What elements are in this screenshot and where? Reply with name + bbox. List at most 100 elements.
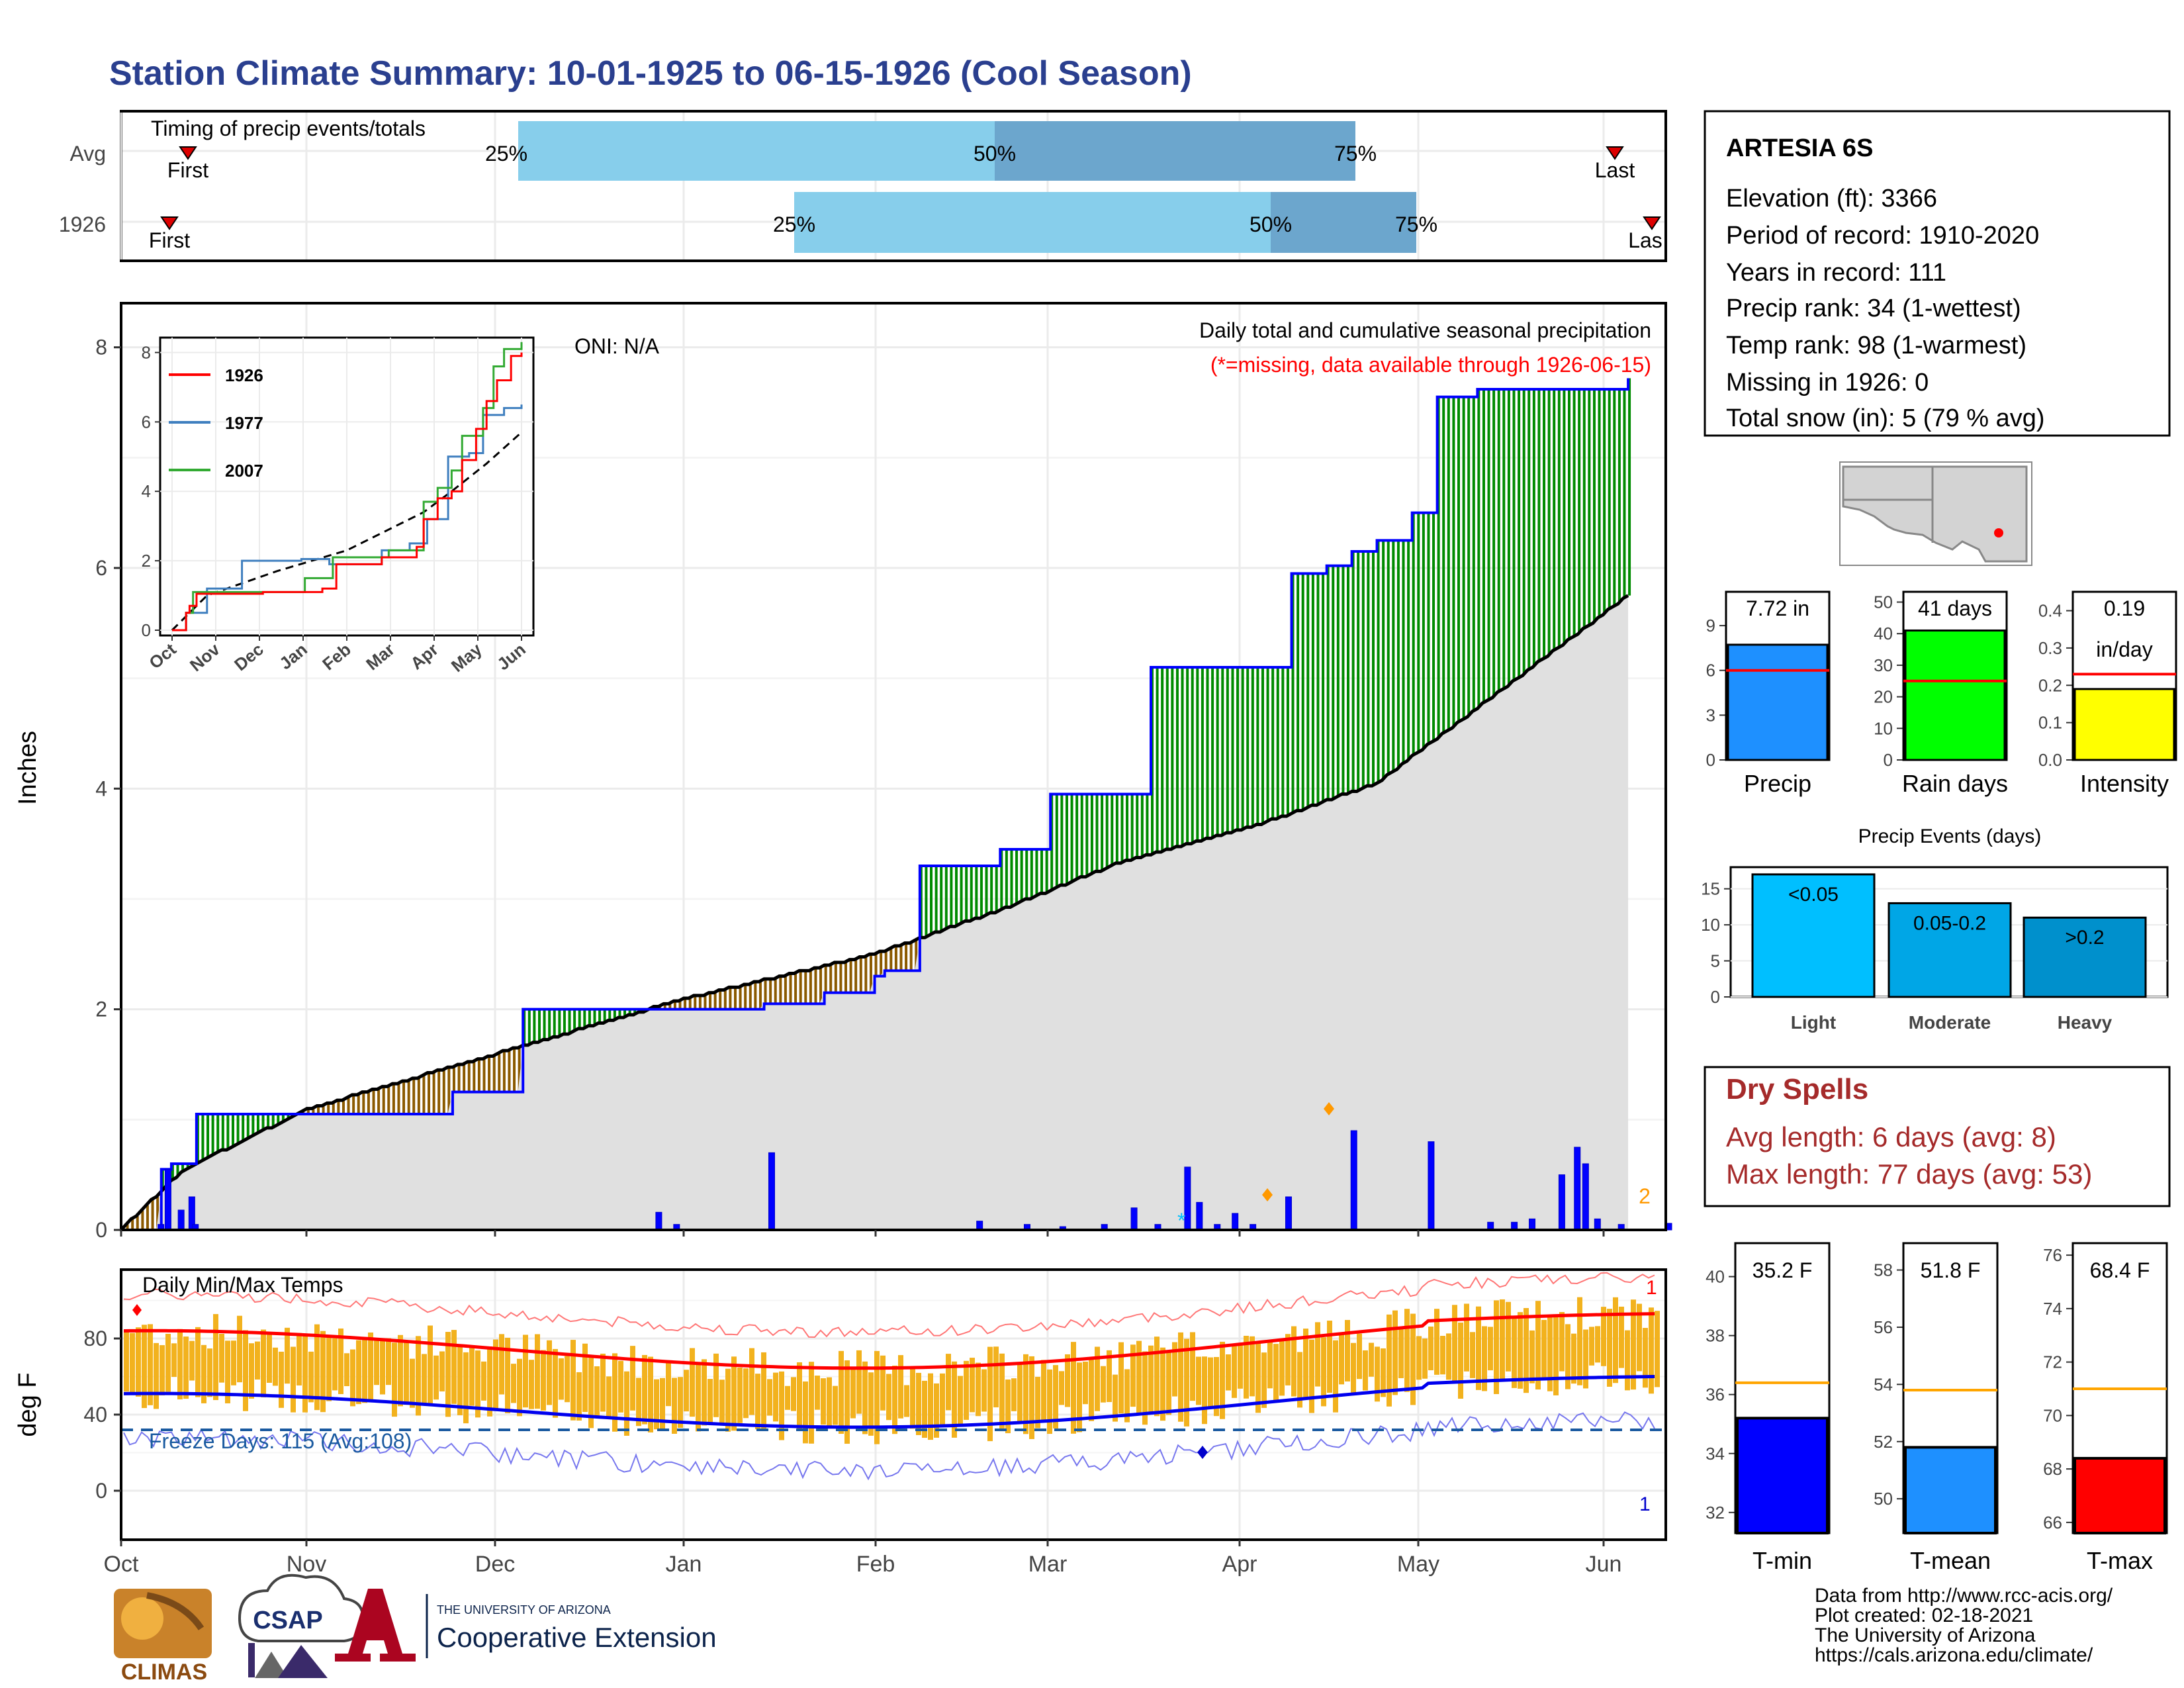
y-tick-label: 8 (95, 336, 107, 359)
temp-bar-tick-label: 74 (2043, 1299, 2062, 1319)
month-label: Jan (666, 1552, 702, 1577)
temp-bar (565, 1356, 570, 1403)
temp-bar-label: T-min (1752, 1547, 1812, 1574)
temp-bar (213, 1314, 218, 1401)
csap-text: CSAP (253, 1607, 323, 1634)
temp-bar (1178, 1332, 1183, 1422)
temp-bar (1398, 1327, 1404, 1378)
temp-bar (874, 1350, 880, 1444)
temp-title: Daily Min/Max Temps (142, 1273, 343, 1297)
legend-1977: 1977 (225, 413, 263, 433)
precip-missing-note: (*=missing, data available through 1926-… (1210, 353, 1651, 377)
temp-bar (1649, 1307, 1654, 1394)
cumulative-1926-line (121, 378, 1630, 1231)
temp-bar (1369, 1342, 1374, 1377)
temp-bar (1113, 1374, 1118, 1422)
temp-bar (1381, 1348, 1386, 1397)
info-precip-rank: Precip rank: 34 (1-wettest) (1726, 295, 2021, 322)
temp-bar (1023, 1354, 1028, 1434)
temp-bar (505, 1337, 510, 1413)
temp-bar (588, 1357, 594, 1429)
temp-bar (702, 1359, 707, 1426)
temp-bar (600, 1353, 606, 1412)
temp-bar (350, 1349, 355, 1407)
temp-bar (1619, 1306, 1624, 1368)
temp-bar (136, 1327, 141, 1397)
temp-bar (1291, 1326, 1297, 1397)
small-bar-tick-label: 3 (1706, 705, 1715, 725)
temp-bar (642, 1354, 647, 1425)
small-bar-tick-label: 6 (1706, 661, 1715, 680)
temp-bar (1273, 1344, 1279, 1401)
temp-bar (1464, 1303, 1469, 1372)
temp-bar (469, 1348, 475, 1406)
precip-ylabel: Inches (14, 731, 42, 805)
temp-bar-tick-label: 40 (1706, 1267, 1725, 1287)
temp-bar (422, 1354, 427, 1403)
temp-bar (868, 1372, 874, 1436)
temp-bar (1309, 1339, 1314, 1413)
temp-bar (1422, 1338, 1428, 1379)
temp-bar-tick-label: 36 (1706, 1385, 1725, 1405)
temp-bar (1101, 1366, 1106, 1403)
small-bar-tick-label: 40 (1874, 624, 1893, 643)
small-bar-tick-label: 0.2 (2038, 675, 2062, 695)
temp-bar (844, 1360, 850, 1444)
small-bar-tick-label: 0.0 (2038, 750, 2062, 770)
temp-bar-tick-label: 70 (2043, 1405, 2062, 1425)
small-bar-tick-label: 30 (1874, 655, 1893, 675)
temp-bar (767, 1379, 772, 1416)
temp-bar (1345, 1320, 1350, 1382)
temp-bar (1535, 1301, 1541, 1390)
temp-bottom-number: 1 (1639, 1493, 1651, 1515)
small-bar-value (2073, 688, 2175, 761)
record-high-line (123, 1272, 1655, 1338)
timing-1926-75: 75% (1395, 212, 1437, 236)
small-bar-tick-label: 20 (1874, 687, 1893, 707)
small-bar-tick-label: 0.1 (2038, 713, 2062, 733)
temp-bar (987, 1346, 993, 1442)
temp-bar (535, 1334, 540, 1409)
dry-spells-box: Dry Spells Avg length: 6 days (avg: 8) M… (1704, 1066, 2171, 1207)
temp-bar (755, 1374, 760, 1430)
temp-bar (1148, 1345, 1154, 1413)
precip-above-avg-area (161, 378, 1631, 1192)
y-tick-label: 4 (95, 776, 107, 800)
temp-bar (553, 1348, 558, 1418)
temp-bar-value (1904, 1446, 1997, 1534)
temp-bar (1029, 1356, 1034, 1439)
temp-bar (1315, 1322, 1320, 1387)
temp-bar (261, 1329, 266, 1397)
snow-marker: * (1177, 1209, 1185, 1233)
temp-bar (1565, 1324, 1570, 1389)
temp-bar (267, 1335, 272, 1383)
temp-bar (1035, 1376, 1040, 1429)
temp-bar (1506, 1301, 1511, 1372)
month-label: Feb (856, 1552, 895, 1577)
temp-bar (1387, 1314, 1392, 1407)
temp-bar (1184, 1338, 1189, 1427)
info-snow: Total snow (in): 5 (79 % avg) (1726, 404, 2045, 432)
page-title: Station Climate Summary: 10-01-1925 to 0… (109, 54, 1192, 93)
temp-bar (392, 1342, 397, 1417)
temp-bar (273, 1347, 278, 1386)
temp-bar (1607, 1309, 1612, 1387)
temp-bar (761, 1352, 766, 1429)
temp-bar-tick-label: 56 (1874, 1317, 1893, 1337)
temp-bar (130, 1333, 135, 1393)
temp-bar (1392, 1310, 1398, 1395)
temp-bar (517, 1358, 522, 1417)
temp-bar (1255, 1341, 1261, 1413)
temp-bar (1130, 1344, 1136, 1407)
timing-avg-75: 75% (1334, 142, 1377, 165)
month-label: Mar (1028, 1552, 1068, 1577)
timing-1926-first-label: First (149, 228, 190, 252)
temp-bar (1541, 1319, 1547, 1378)
inset-y-label: 2 (142, 551, 151, 571)
temp-bar (862, 1361, 868, 1434)
temp-bar (1559, 1312, 1565, 1372)
temp-bar (1375, 1346, 1380, 1402)
y-tick-label: 6 (95, 556, 107, 580)
temp-bar (1107, 1350, 1112, 1403)
event-bar (2023, 916, 2147, 998)
